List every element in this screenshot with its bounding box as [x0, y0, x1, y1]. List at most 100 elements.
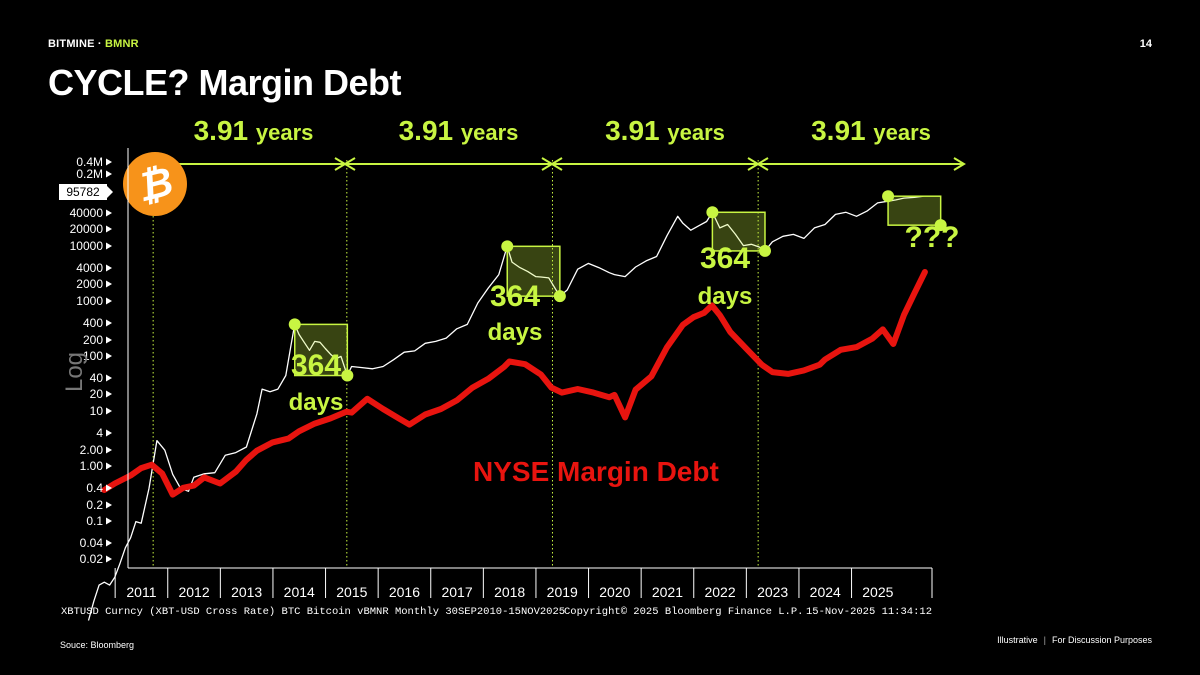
y-tick-arrow	[106, 280, 112, 288]
chart-footer-copyright: Copyright© 2025 Bloomberg Finance L.P.	[564, 606, 803, 618]
y-tick-arrow	[106, 374, 112, 382]
x-tick-label: 2017	[441, 584, 472, 600]
cycle-arrow-head-left	[756, 157, 769, 171]
drawdown-duration-value: 364	[291, 349, 341, 382]
last-price-arrow	[107, 186, 113, 198]
brand-name: BITMINE	[48, 38, 95, 50]
drawdown-peak-dot	[501, 240, 514, 253]
last-price-label: 95782	[66, 185, 100, 199]
x-tick-label: 2015	[336, 584, 367, 600]
drawdown-peak-dot	[706, 206, 719, 219]
y-tick-label: 20	[90, 387, 104, 401]
y-tick-arrow	[106, 407, 112, 415]
btc-price-line	[87, 195, 924, 621]
drawdown-peak-dot	[882, 190, 895, 203]
y-tick-arrow	[106, 352, 112, 360]
disclaimer: Illustrative | For Discussion Purposes	[997, 635, 1152, 645]
cycle-duration-label: 3.91 years	[605, 115, 725, 146]
cycle-arrow-head-left	[550, 157, 563, 171]
disclaimer-discussion: For Discussion Purposes	[1051, 635, 1152, 645]
x-tick-label: 2012	[178, 584, 209, 600]
y-tick-label: 2.00	[80, 443, 104, 457]
y-tick-label: 10000	[70, 239, 104, 253]
y-tick-label: 200	[83, 333, 103, 347]
drawdown-box	[711, 211, 766, 252]
y-tick-label: 4	[96, 426, 103, 440]
cycle-arrow-head-right	[953, 157, 966, 171]
cycle-duration-label: 3.91 years	[194, 115, 314, 146]
cycle-duration-label: 3.91 years	[811, 115, 931, 146]
x-tick-label: 2018	[494, 584, 525, 600]
drawdown-trough-dot	[934, 219, 947, 232]
brand-separator: ·	[94, 38, 106, 50]
y-tick-label: 20000	[70, 222, 104, 236]
drawdown-box	[293, 323, 349, 377]
margin-debt-line	[101, 269, 928, 498]
y-tick-label: 10	[90, 404, 104, 418]
drawdown-duration-value: ???	[905, 221, 960, 254]
y-tick-label: 2000	[76, 277, 103, 291]
x-tick-label: 2013	[231, 584, 262, 600]
drawdown-duration-value: 364	[490, 280, 540, 313]
y-tick-label: 0.4	[86, 481, 103, 495]
drawdown-trough-dot	[758, 244, 771, 257]
cycle-duration-label: 3.91 years	[399, 115, 519, 146]
drawdown-duration-unit: days	[698, 283, 753, 310]
cycle-arrow-head-left	[343, 157, 356, 171]
brand-ticker: BMNR	[105, 38, 139, 50]
y-tick-label: 0.1	[86, 514, 103, 528]
drawdown-trough-dot	[553, 290, 566, 303]
x-tick-label: 2020	[599, 584, 630, 600]
y-tick-label: 0.02	[80, 552, 104, 566]
y-axis-title: Log	[61, 352, 88, 392]
drawdown-duration-unit: days	[488, 319, 543, 346]
y-tick-arrow	[106, 484, 112, 492]
bitcoin-logo-icon	[123, 152, 187, 216]
brand-label: BITMINE · BMNR	[48, 38, 139, 50]
last-price-box	[59, 184, 107, 200]
drawdown-duration-value: 364	[700, 242, 750, 275]
y-tick-label: 0.04	[80, 536, 104, 550]
y-tick-arrow	[106, 517, 112, 525]
y-tick-arrow	[106, 242, 112, 250]
chart-footer-timestamp: 15-Nov-2025 11:34:12	[806, 606, 932, 618]
page-title: CYCLE? Margin Debt	[48, 62, 402, 103]
y-tick-arrow	[106, 539, 112, 547]
x-tick-label: 2021	[652, 584, 683, 600]
x-tick-label: 2022	[704, 584, 735, 600]
margin-debt-label: NYSE Margin Debt	[473, 456, 719, 487]
drawdown-box	[506, 245, 561, 297]
y-tick-arrow	[106, 336, 112, 344]
x-tick-label: 2023	[757, 584, 788, 600]
y-tick-arrow	[106, 225, 112, 233]
page-number: 14	[1139, 38, 1152, 50]
y-tick-label: 400	[83, 316, 103, 330]
x-tick-label: 2019	[547, 584, 578, 600]
y-tick-label: 40000	[70, 206, 104, 220]
disclaimer-separator: |	[1043, 635, 1046, 645]
drawdown-trough-dot	[341, 369, 354, 382]
y-tick-arrow	[106, 390, 112, 398]
y-tick-label: 40	[90, 371, 104, 385]
y-tick-arrow	[106, 209, 112, 217]
y-tick-arrow	[106, 501, 112, 509]
y-tick-label: 0.2	[86, 498, 103, 512]
x-tick-label: 2025	[862, 584, 893, 600]
y-tick-label: 100	[83, 349, 103, 363]
y-tick-arrow	[106, 319, 112, 327]
y-tick-arrow	[106, 555, 112, 563]
x-tick-label: 2014	[284, 584, 315, 600]
chart-footer-source: XBTUSD Curncy (XBT-USD Cross Rate) BTC B…	[61, 606, 565, 618]
y-tick-label: 4000	[76, 261, 103, 275]
y-tick-label: 1000	[76, 294, 103, 308]
y-tick-arrow	[106, 158, 112, 166]
drawdown-duration-unit: days	[289, 389, 344, 416]
x-tick-label: 2016	[389, 584, 420, 600]
y-tick-label: 0.4M	[76, 155, 103, 169]
y-tick-arrow	[106, 170, 112, 178]
y-tick-label: 1.00	[80, 459, 104, 473]
source-note: Souce: Bloomberg	[60, 640, 135, 650]
y-tick-arrow	[106, 462, 112, 470]
cycle-chart: NYSE Margin Debt 3.91 years 3.91 years 3.9…	[59, 115, 966, 621]
x-tick-label: 2011	[126, 584, 156, 600]
